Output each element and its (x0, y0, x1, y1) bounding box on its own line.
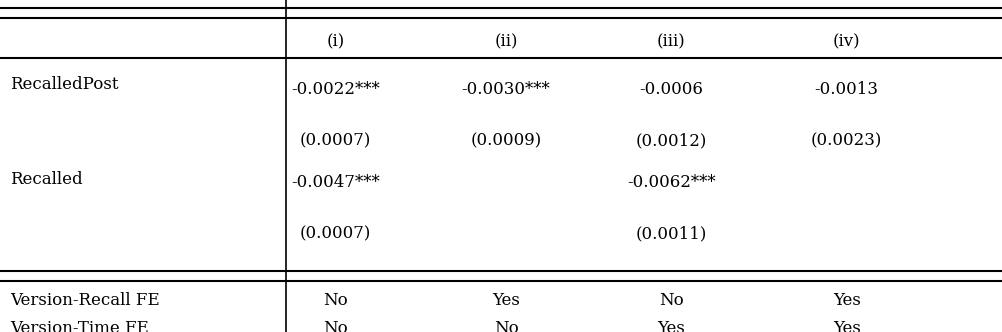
Text: RecalledPost: RecalledPost (10, 76, 118, 93)
Text: -0.0013: -0.0013 (815, 81, 879, 98)
Text: (0.0012): (0.0012) (635, 132, 707, 150)
Text: (ii): (ii) (494, 33, 518, 50)
Text: Version-Time FE: Version-Time FE (10, 320, 149, 332)
Text: -0.0047***: -0.0047*** (292, 174, 380, 191)
Text: (iii): (iii) (657, 33, 685, 50)
Text: (0.0023): (0.0023) (811, 132, 883, 150)
Text: -0.0022***: -0.0022*** (292, 81, 380, 98)
Text: (0.0011): (0.0011) (635, 225, 707, 243)
Text: (0.0007): (0.0007) (300, 132, 372, 150)
Text: Yes: Yes (657, 320, 685, 332)
Text: (0.0009): (0.0009) (470, 132, 542, 150)
Text: Version-Recall FE: Version-Recall FE (10, 292, 159, 309)
Text: (0.0007): (0.0007) (300, 225, 372, 243)
Text: No: No (324, 320, 348, 332)
Text: Yes: Yes (833, 320, 861, 332)
Text: No: No (324, 292, 348, 309)
Text: -0.0006: -0.0006 (639, 81, 703, 98)
Text: (i): (i) (327, 33, 345, 50)
Text: No: No (659, 292, 683, 309)
Text: Recalled: Recalled (10, 171, 82, 188)
Text: Yes: Yes (833, 292, 861, 309)
Text: No: No (494, 320, 518, 332)
Text: -0.0030***: -0.0030*** (462, 81, 550, 98)
Text: -0.0062***: -0.0062*** (627, 174, 715, 191)
Text: (iv): (iv) (833, 33, 861, 50)
Text: Yes: Yes (492, 292, 520, 309)
